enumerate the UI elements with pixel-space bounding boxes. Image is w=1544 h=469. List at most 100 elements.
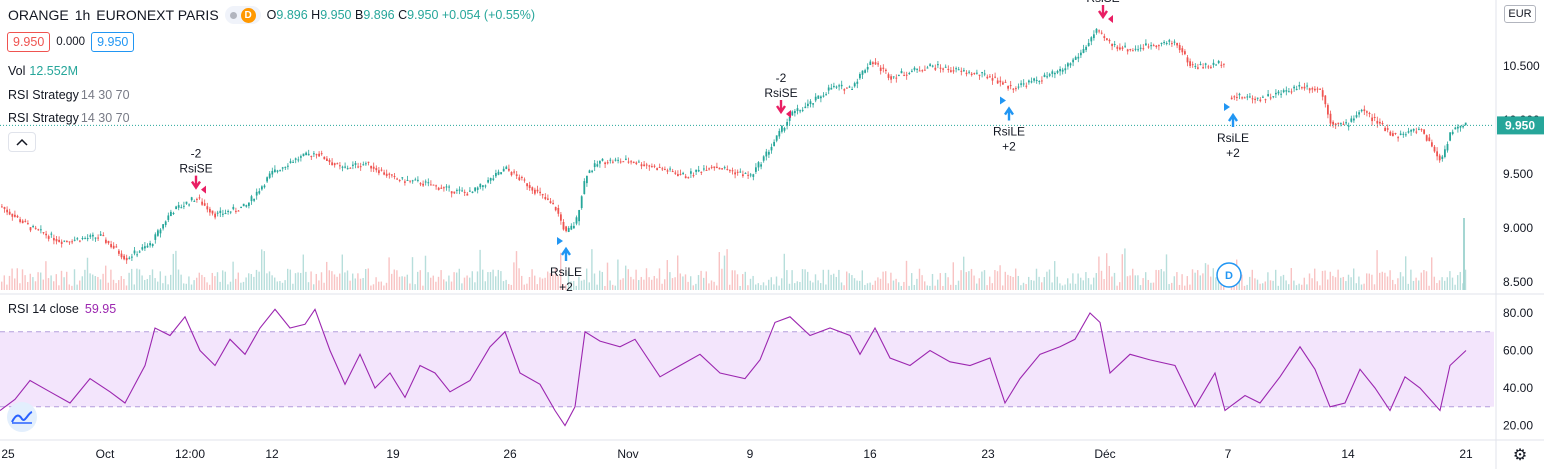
volume-bar bbox=[1082, 280, 1084, 290]
candle bbox=[846, 87, 848, 89]
volume-bar bbox=[92, 274, 94, 290]
volume-bar bbox=[768, 279, 770, 290]
candle bbox=[398, 180, 401, 182]
candle bbox=[177, 205, 180, 208]
rsi-legend[interactable]: RSI 14 close 59.95 bbox=[8, 302, 116, 316]
volume-bar bbox=[1254, 278, 1256, 290]
candle bbox=[1282, 90, 1285, 93]
volume-bar bbox=[648, 277, 650, 290]
last-price-tag[interactable] bbox=[1497, 116, 1544, 135]
volume-bar bbox=[1420, 272, 1422, 290]
candle bbox=[916, 68, 918, 70]
gear-icon[interactable]: ⚙ bbox=[1512, 447, 1528, 464]
volume-legend[interactable]: Vol 12.552M bbox=[8, 64, 78, 78]
dividend-d-icon[interactable] bbox=[1216, 262, 1242, 288]
long-entry-arrow-icon bbox=[561, 246, 571, 261]
strategy-legend-2[interactable]: RSI Strategy 14 30 70 bbox=[8, 111, 130, 125]
volume-bar bbox=[1121, 254, 1123, 290]
candle bbox=[1046, 76, 1048, 78]
candle bbox=[383, 172, 385, 175]
volume-bar bbox=[138, 269, 141, 290]
candle bbox=[352, 164, 354, 166]
candle bbox=[167, 215, 170, 220]
currency-button[interactable]: EUR bbox=[1504, 5, 1536, 23]
volume-bar bbox=[921, 275, 923, 290]
candle bbox=[1137, 49, 1139, 51]
candle bbox=[822, 95, 825, 97]
volume-bar bbox=[497, 269, 499, 290]
candle bbox=[757, 162, 760, 168]
candle bbox=[1303, 86, 1306, 89]
candle bbox=[1139, 47, 1142, 49]
volume-bar bbox=[918, 268, 921, 290]
candle bbox=[1132, 50, 1134, 52]
strategy-legend-1[interactable]: RSI Strategy 14 30 70 bbox=[8, 88, 130, 102]
volume-bar bbox=[1017, 275, 1019, 290]
candle bbox=[1043, 74, 1046, 77]
symbol-name[interactable]: ORANGE bbox=[8, 7, 69, 23]
volume-bar bbox=[721, 268, 723, 290]
volume-bar bbox=[703, 277, 705, 290]
volume-bar bbox=[323, 282, 325, 290]
candle bbox=[463, 191, 466, 193]
close-value: 9.950 bbox=[407, 8, 439, 22]
candle bbox=[908, 72, 911, 74]
volume-bar bbox=[1275, 269, 1277, 290]
tradingview-logo-icon[interactable] bbox=[7, 402, 37, 432]
candle bbox=[775, 135, 778, 141]
market-status-pill[interactable]: D bbox=[224, 6, 261, 24]
volume-bar bbox=[164, 275, 167, 290]
volume-bar bbox=[154, 278, 156, 290]
volume-bar bbox=[578, 276, 580, 290]
candle bbox=[1015, 88, 1017, 90]
strategy-name: RSI Strategy bbox=[8, 111, 79, 125]
candle bbox=[1074, 57, 1077, 60]
candle bbox=[918, 70, 921, 72]
candle bbox=[1345, 122, 1347, 124]
candle bbox=[404, 181, 406, 183]
volume-bar bbox=[1028, 276, 1030, 290]
volume-bar bbox=[1290, 268, 1292, 290]
collapse-legend-button[interactable] bbox=[8, 132, 36, 152]
volume-bar bbox=[422, 285, 424, 290]
volume-bar bbox=[554, 268, 557, 290]
candle bbox=[583, 181, 586, 195]
volume-bar bbox=[1262, 283, 1264, 290]
volume-bar bbox=[1446, 277, 1448, 290]
candle bbox=[1199, 63, 1202, 65]
volume-bar bbox=[976, 283, 978, 290]
volume-bar bbox=[734, 270, 736, 290]
volume-bar bbox=[1152, 282, 1155, 290]
candle bbox=[1314, 88, 1316, 91]
candle bbox=[515, 174, 518, 176]
candle bbox=[294, 158, 297, 160]
candle bbox=[1428, 137, 1431, 142]
candle bbox=[721, 168, 723, 170]
candle bbox=[692, 175, 695, 177]
volume-bar bbox=[45, 261, 47, 290]
sell-button[interactable]: 9.950 bbox=[7, 32, 51, 52]
candle bbox=[1275, 92, 1277, 95]
candle bbox=[162, 224, 164, 229]
volume-label: Vol bbox=[8, 64, 26, 78]
volume-bar bbox=[1207, 264, 1209, 290]
candle bbox=[960, 70, 963, 72]
candle bbox=[1004, 81, 1007, 83]
buy-button[interactable]: 9.950 bbox=[91, 32, 135, 52]
candle bbox=[141, 247, 144, 250]
candle bbox=[986, 76, 989, 79]
candle bbox=[1251, 98, 1254, 100]
logo-mark bbox=[11, 411, 33, 424]
volume-bar bbox=[1074, 283, 1077, 290]
volume-bar bbox=[539, 277, 541, 290]
candle bbox=[895, 77, 898, 79]
candle bbox=[913, 67, 916, 70]
volume-bar bbox=[198, 272, 200, 290]
volume-bar bbox=[807, 271, 809, 290]
candle bbox=[240, 206, 242, 209]
volume-bar bbox=[744, 271, 746, 290]
interval-label[interactable]: 1h bbox=[74, 7, 91, 23]
candle bbox=[42, 232, 45, 234]
